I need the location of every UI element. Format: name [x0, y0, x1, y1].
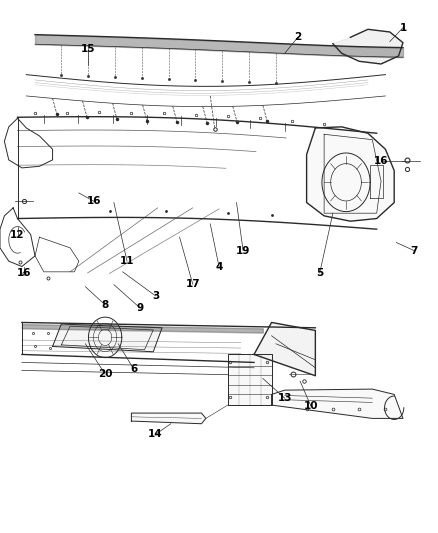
Text: 9: 9: [137, 303, 144, 313]
Text: 16: 16: [87, 197, 102, 206]
Text: 3: 3: [152, 291, 159, 301]
Text: 16: 16: [374, 156, 389, 166]
Text: 12: 12: [10, 230, 25, 239]
Text: 2: 2: [294, 33, 301, 42]
Text: 19: 19: [236, 246, 250, 255]
Text: 6: 6: [130, 364, 137, 374]
Text: 1: 1: [399, 23, 406, 33]
Text: 4: 4: [215, 262, 223, 271]
Polygon shape: [307, 127, 394, 221]
Text: 8: 8: [102, 300, 109, 310]
Polygon shape: [53, 324, 162, 352]
Polygon shape: [228, 354, 272, 405]
Text: 20: 20: [98, 369, 113, 379]
Text: 16: 16: [17, 269, 32, 278]
Text: 14: 14: [148, 430, 163, 439]
Text: 17: 17: [185, 279, 200, 289]
Polygon shape: [272, 389, 403, 418]
Polygon shape: [254, 322, 315, 376]
Text: 13: 13: [277, 393, 292, 403]
Text: 15: 15: [80, 44, 95, 54]
Text: 10: 10: [304, 401, 318, 411]
Polygon shape: [131, 413, 206, 424]
Polygon shape: [333, 29, 403, 64]
Text: 7: 7: [410, 246, 417, 255]
Text: 11: 11: [120, 256, 134, 266]
Text: 5: 5: [316, 268, 323, 278]
